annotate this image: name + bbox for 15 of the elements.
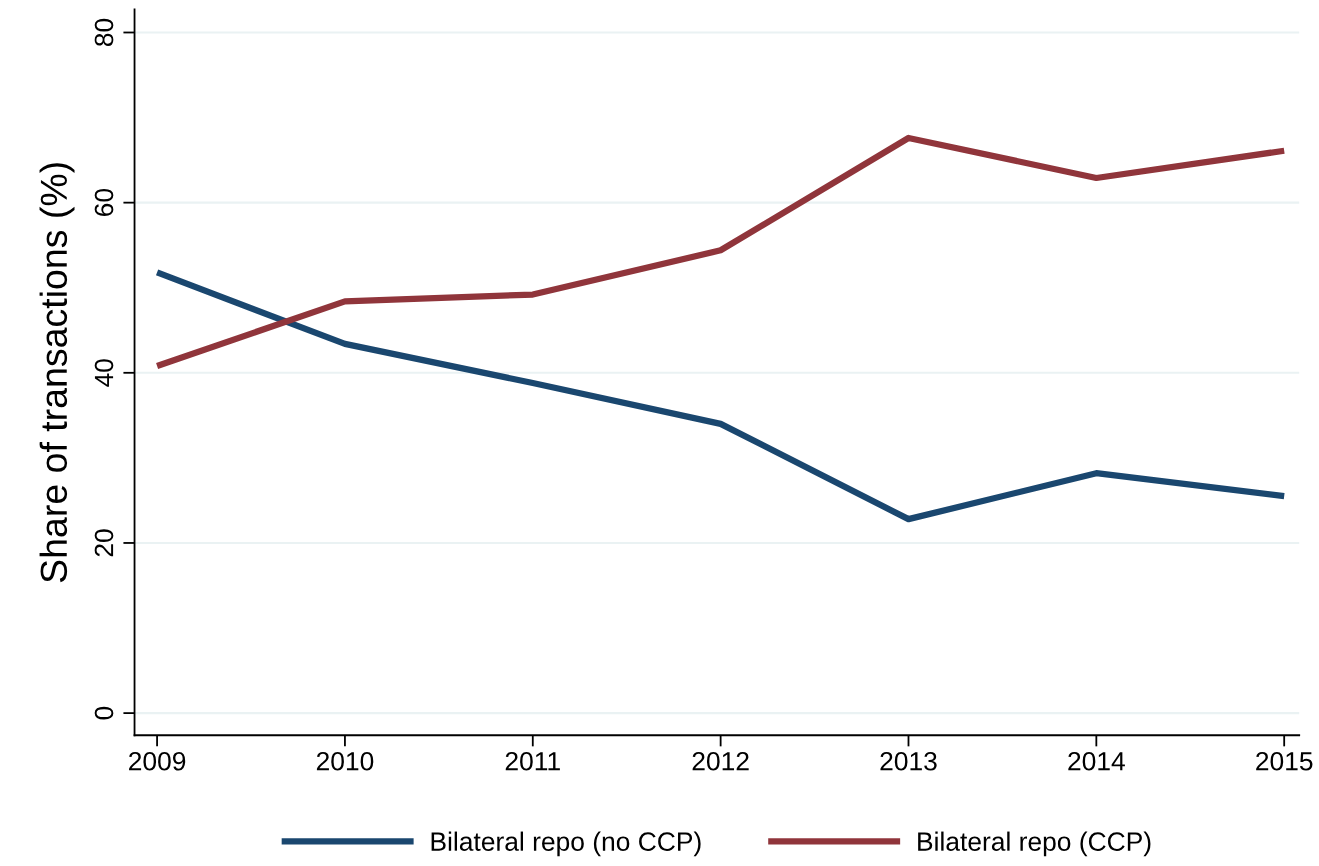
y-tick-label: 60 (94, 189, 114, 216)
x-tick-label: 2014 (1068, 751, 1125, 771)
y-tick-label: 40 (94, 359, 114, 387)
x-tick-label: 2010 (316, 751, 374, 771)
y-tick-label: 20 (94, 529, 114, 557)
y-axis-title: Share of transactions (%) (39, 163, 75, 583)
x-tick-label: 2012 (692, 751, 749, 771)
y-tick-label: 80 (94, 18, 114, 47)
x-tick-label: 2011 (505, 751, 560, 771)
x-tick-label: 2009 (129, 751, 186, 771)
legend-label: Bilateral repo (no CCP) (431, 831, 701, 857)
x-tick-label: 2013 (880, 751, 937, 771)
y-tick-label: 0 (94, 706, 114, 720)
legend-label: Bilateral repo (CCP) (918, 831, 1151, 857)
x-tick-label: 2015 (1256, 751, 1313, 771)
